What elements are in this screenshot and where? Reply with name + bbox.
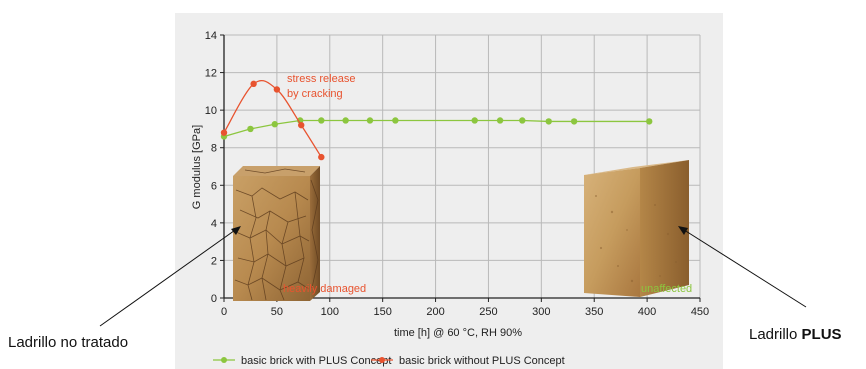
y-tick-label-10: 10 <box>205 105 217 117</box>
series-0-point-2 <box>271 121 278 128</box>
annotation-stress-release: stress release <box>287 73 355 85</box>
x-tick-label-100: 100 <box>321 306 339 318</box>
y-tick-label-4: 4 <box>211 218 217 230</box>
y-tick-label-14: 14 <box>205 30 217 42</box>
label-plus-brick: Ladrillo PLUS <box>749 326 842 343</box>
arrow-left <box>99 226 241 327</box>
series-0-point-5 <box>342 117 349 124</box>
label-plus-prefix: Ladrillo <box>749 326 802 343</box>
series-0-point-9 <box>496 117 504 124</box>
series-0-point-8 <box>471 117 478 124</box>
y-tick-label-6: 6 <box>211 180 217 192</box>
arrow-right <box>678 226 807 308</box>
series-0-point-1 <box>247 125 254 133</box>
brick-photo-intact <box>584 160 689 297</box>
plot-series <box>220 79 653 161</box>
legend-label-without-plus: basic brick without PLUS Concept <box>399 355 565 367</box>
y-tick-label-12: 12 <box>205 68 217 80</box>
x-tick-label-300: 300 <box>532 306 550 318</box>
x-tick-label-400: 400 <box>638 306 656 318</box>
label-plus-bold: PLUS <box>801 326 842 343</box>
series-1-point-1 <box>250 80 257 88</box>
series-0-point-10 <box>519 117 526 124</box>
y-axis-label: G modulus [GPa] <box>191 125 203 209</box>
series-0-point-11 <box>545 118 552 125</box>
series-1-point-0 <box>220 129 228 136</box>
series-0-point-6 <box>366 117 374 124</box>
legend-label-with-plus: basic brick with PLUS Concept <box>241 355 391 367</box>
legend: basic brick with PLUS Concept basic bric… <box>213 355 565 367</box>
y-tick-labels: 0 2 4 6 8 10 12 14 <box>205 30 224 305</box>
series-0-point-7 <box>392 117 399 124</box>
label-untreated-brick: Ladrillo no tratado <box>8 334 129 351</box>
annotation-by-cracking: by cracking <box>287 88 343 100</box>
annotation-heavily-damaged: heavily damaged <box>283 283 366 295</box>
series-0-point-4 <box>318 117 325 124</box>
series-1-point-4 <box>318 153 325 161</box>
brick-photo-cracked <box>233 166 320 301</box>
y-tick-label-2: 2 <box>211 255 217 267</box>
y-tick-label-8: 8 <box>211 143 217 155</box>
x-tick-labels: 0 50 100 150 200 250 300 350 400 450 <box>221 298 709 318</box>
x-tick-label-450: 450 <box>691 306 709 318</box>
x-axis-label: time [h] @ 60 °C, RH 90% <box>394 327 522 339</box>
x-tick-label-250: 250 <box>479 306 497 318</box>
series-line-0 <box>223 119 650 138</box>
x-tick-label-150: 150 <box>373 306 391 318</box>
series-1-point-2 <box>273 86 281 93</box>
series-0-point-12 <box>570 118 578 125</box>
legend-item-without-plus: basic brick without PLUS Concept <box>371 355 565 367</box>
x-tick-label-200: 200 <box>426 306 444 318</box>
x-tick-label-0: 0 <box>221 306 227 318</box>
series-0-point-13 <box>646 118 653 125</box>
x-tick-label-50: 50 <box>271 306 283 318</box>
annotation-unaffected: unaffected <box>641 283 692 295</box>
legend-item-with-plus: basic brick with PLUS Concept <box>213 355 391 367</box>
y-tick-label-0: 0 <box>211 293 217 305</box>
series-1-point-3 <box>298 121 305 129</box>
x-tick-label-350: 350 <box>585 306 603 318</box>
